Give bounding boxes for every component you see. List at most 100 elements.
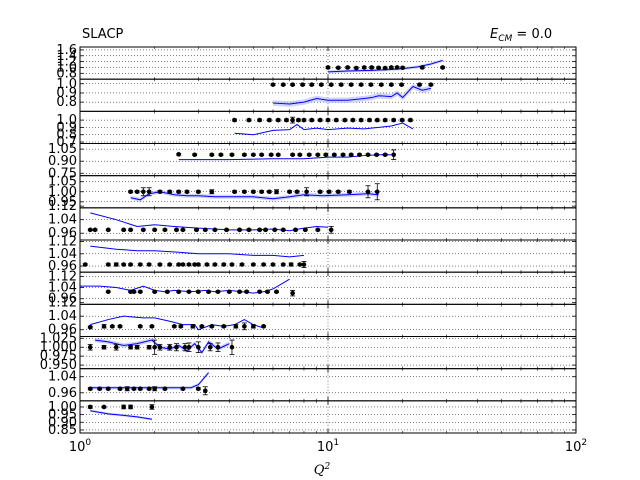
data-point xyxy=(167,262,173,267)
data-point xyxy=(408,117,413,123)
data-point xyxy=(215,344,221,350)
data-point xyxy=(207,344,213,350)
data-point xyxy=(232,117,237,123)
y-tick-label: 0.96 xyxy=(48,226,77,241)
data-point xyxy=(244,289,249,295)
x-tick-exp: 2 xyxy=(581,438,587,448)
panel-11: 1.040.96 xyxy=(48,368,577,402)
y-tick-label: 0.75 xyxy=(48,166,77,181)
panel-6: 1.121.040.96 xyxy=(48,199,577,241)
data-point xyxy=(268,152,274,158)
data-point xyxy=(82,262,88,267)
data-point xyxy=(428,82,434,87)
y-tick-label: 1.04 xyxy=(48,281,77,296)
panel-8: 1.121.040.96 xyxy=(48,269,577,307)
data-point xyxy=(251,324,256,329)
panels-group: 1.61.41.21.00.81.00.90.81.00.90.80.71.05… xyxy=(40,43,577,438)
data-point xyxy=(338,82,344,87)
panel-5: 1.051.000.95 xyxy=(48,175,577,210)
data-point xyxy=(128,189,133,195)
x-axis-label: Q2 xyxy=(314,462,331,478)
data-point xyxy=(419,65,425,70)
data-point xyxy=(87,324,93,330)
data-point xyxy=(358,117,364,123)
data-point xyxy=(300,82,305,87)
x-tick-base: 10 xyxy=(565,440,582,455)
y-tick-label: 0.90 xyxy=(48,154,77,169)
data-point xyxy=(239,262,245,267)
data-point xyxy=(391,152,396,158)
data-point xyxy=(212,262,218,267)
data-point xyxy=(251,152,256,158)
data-point xyxy=(221,262,227,267)
data-point xyxy=(280,82,286,87)
data-point xyxy=(263,227,268,233)
y-tick-label: 1.04 xyxy=(48,213,77,228)
y-tick-label: 0.96 xyxy=(48,259,77,274)
y-tick-label: 0.96 xyxy=(48,323,77,338)
data-point xyxy=(171,324,177,329)
data-point xyxy=(128,227,133,233)
data-point xyxy=(309,117,315,123)
y-tick-label: 0.95 xyxy=(48,408,77,423)
data-point xyxy=(296,117,301,123)
data-point xyxy=(270,262,276,267)
data-point xyxy=(280,262,286,267)
data-point xyxy=(361,65,367,70)
data-point xyxy=(117,386,123,392)
x-tick-base: 10 xyxy=(69,440,86,455)
data-point xyxy=(165,289,170,295)
y-tick-label: 0.8 xyxy=(56,95,77,110)
data-point xyxy=(128,289,133,295)
panel-12: 1.000.950.900.85 xyxy=(48,400,577,438)
data-point xyxy=(272,227,278,233)
data-point xyxy=(301,262,307,267)
y-tick-label: 0.7 xyxy=(56,135,77,150)
data-point xyxy=(87,404,93,410)
data-point xyxy=(367,117,372,123)
data-point xyxy=(149,404,155,410)
data-point xyxy=(157,262,163,267)
data-point xyxy=(399,82,404,87)
y-tick-label: 1.05 xyxy=(48,142,77,157)
data-point xyxy=(297,152,303,158)
chart-title-left: SLACP xyxy=(82,27,124,42)
data-point xyxy=(174,227,179,233)
data-point xyxy=(149,324,155,329)
y-tick-label: 1.12 xyxy=(48,296,77,311)
data-point xyxy=(97,386,102,392)
data-point xyxy=(131,289,137,295)
data-point xyxy=(218,152,224,158)
data-point xyxy=(237,227,242,233)
data-point xyxy=(157,344,163,350)
data-point xyxy=(176,289,181,295)
data-point xyxy=(328,82,334,87)
data-point xyxy=(335,65,341,71)
y-tick-label: 1.05 xyxy=(48,175,77,190)
y-tick-label: 0.9 xyxy=(56,120,77,135)
panel-2: 1.00.90.8 xyxy=(56,77,577,112)
data-point xyxy=(304,189,309,195)
theory-band xyxy=(272,83,431,107)
data-point xyxy=(176,152,181,157)
data-point xyxy=(137,386,143,392)
data-point xyxy=(290,290,295,296)
data-point xyxy=(174,344,179,350)
theory-line xyxy=(272,85,432,105)
data-point xyxy=(342,117,348,123)
y-tick-label: 1.12 xyxy=(48,235,77,250)
panel-9: 1.121.040.96 xyxy=(48,296,577,338)
x-axis-label-base: Q xyxy=(314,463,325,478)
data-point xyxy=(105,262,111,267)
data-point xyxy=(186,262,192,267)
data-point xyxy=(180,386,186,392)
x-axis: 100 101 102 xyxy=(69,438,587,455)
data-point xyxy=(229,262,235,267)
data-point xyxy=(141,227,146,233)
data-point xyxy=(229,344,235,350)
y-tick-label: 0.96 xyxy=(48,386,77,401)
data-point xyxy=(87,227,93,233)
data-point xyxy=(357,152,362,158)
data-point xyxy=(340,152,346,158)
